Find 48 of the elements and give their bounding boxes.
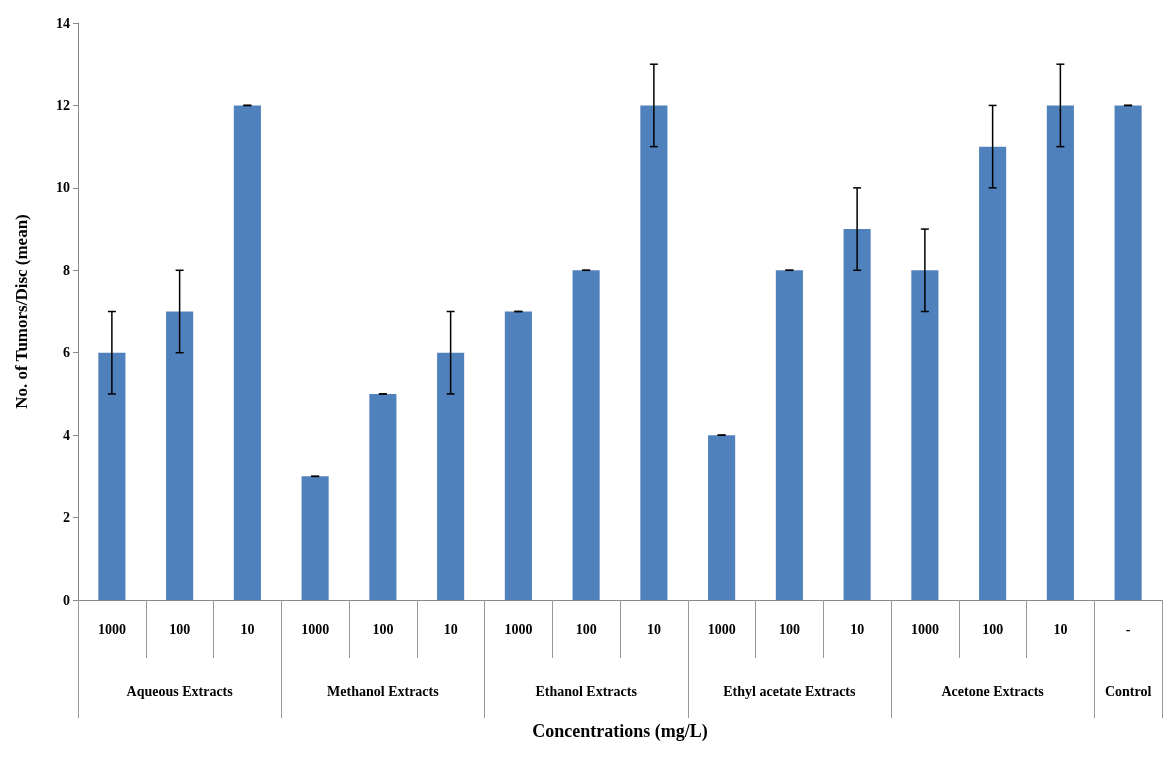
x-tick-label: 1000: [301, 621, 330, 637]
y-tick-label: 8: [63, 262, 70, 278]
bar: [911, 270, 939, 600]
bar: [572, 270, 600, 600]
bar: [640, 105, 668, 600]
x-tick-label: 10: [443, 621, 458, 637]
bar: [843, 229, 871, 600]
text: Methanol Extracts: [327, 683, 440, 699]
text: Control: [1104, 683, 1152, 699]
bar: [1046, 105, 1074, 600]
text: Aqueous Extracts: [126, 683, 234, 699]
x-tick-label: 10: [646, 621, 661, 637]
bar: [166, 311, 194, 600]
x-tick-label: 1000: [504, 621, 533, 637]
bar: [775, 270, 803, 600]
x-tick-label: 100: [575, 621, 597, 637]
x-tick-label: -: [1125, 621, 1131, 637]
x-tick-label: 10: [850, 621, 865, 637]
bar: [1114, 105, 1142, 600]
bar: [98, 352, 126, 600]
y-tick-label: 2: [63, 510, 70, 526]
bar: [369, 393, 397, 600]
x-tick-label: 10: [1053, 621, 1068, 637]
x-tick-label: 10: [240, 621, 255, 637]
x-tick-label: 100: [778, 621, 800, 637]
text: Acetone Extracts: [941, 683, 1045, 699]
x-tick-label: 1000: [707, 621, 736, 637]
y-tick-label: 12: [56, 97, 70, 113]
x-axis-title: Concentrations (mg/L): [532, 721, 708, 742]
bar: [301, 476, 329, 600]
bar: [233, 105, 261, 600]
bar: [979, 146, 1007, 600]
x-tick-label: 100: [982, 621, 1004, 637]
text: Ethanol Extracts: [535, 683, 638, 699]
x-tick-label: 1000: [910, 621, 939, 637]
bar: [504, 311, 532, 600]
y-tick-label: 6: [63, 345, 70, 361]
y-tick-label: 4: [63, 427, 70, 443]
x-tick-label: 1000: [97, 621, 126, 637]
y-tick-label: 14: [56, 15, 70, 31]
text: Ethyl acetate Extracts: [723, 683, 857, 699]
y-axis-title: No. of Tumors/Disc (mean): [12, 214, 31, 409]
y-tick-label: 10: [56, 180, 70, 196]
x-tick-label: 100: [169, 621, 191, 637]
bar: [437, 352, 465, 600]
bar: [708, 435, 736, 600]
y-tick-label: 0: [63, 592, 70, 608]
x-tick-label: 100: [372, 621, 394, 637]
